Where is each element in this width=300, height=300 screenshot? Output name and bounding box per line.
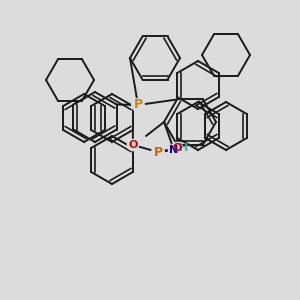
Circle shape (168, 144, 180, 156)
Text: N: N (169, 145, 178, 155)
Text: P: P (153, 146, 163, 158)
Text: O: O (128, 140, 138, 150)
Circle shape (171, 142, 183, 154)
Text: O: O (172, 143, 182, 153)
Text: H: H (179, 143, 189, 153)
Circle shape (152, 146, 164, 158)
Circle shape (128, 140, 139, 151)
Text: P: P (134, 98, 142, 112)
Circle shape (132, 99, 144, 111)
